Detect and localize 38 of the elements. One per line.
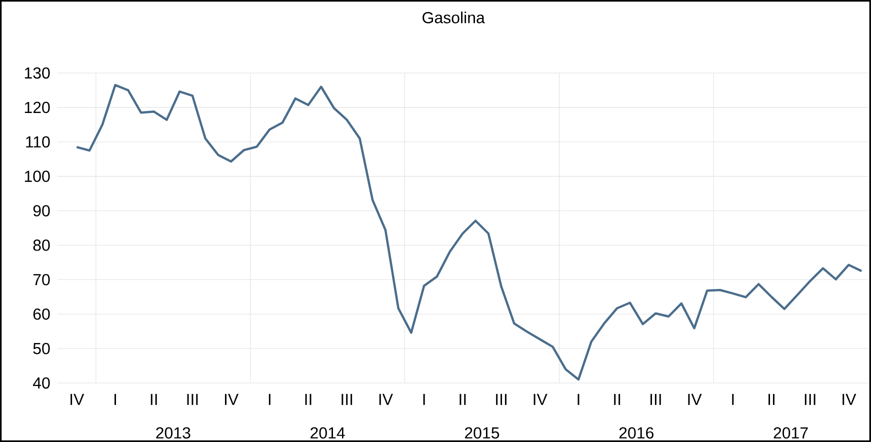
y-tick-label: 90	[33, 205, 50, 216]
x-tick-label: IV	[379, 394, 393, 405]
y-tick-label: 130	[24, 67, 50, 79]
x-tick-label: I	[423, 394, 425, 405]
y-tick-label: 80	[33, 240, 50, 251]
x-tick-label: II	[614, 394, 620, 405]
x-tick-label: II	[460, 394, 466, 405]
x-tick-label: I	[732, 394, 734, 405]
x-tick-label: II	[150, 394, 157, 405]
x-tick-label: III	[804, 394, 816, 405]
line-series	[76, 84, 863, 381]
x-tick-label: III	[496, 394, 506, 405]
text: 2013	[156, 427, 190, 439]
y-tick-label: 110	[26, 136, 50, 148]
y-tick-label: 60	[33, 308, 50, 320]
x-tick-label: IV	[842, 394, 856, 405]
x-tick-label: I	[114, 394, 116, 405]
y-tick-label: 40	[32, 377, 50, 389]
x-tick-label: III	[187, 394, 198, 405]
y-tick-label: 100	[24, 170, 50, 182]
chart-title: Gasolina	[422, 12, 485, 24]
text: 2014	[310, 427, 345, 439]
x-tick-label: IV	[534, 394, 548, 405]
text: 2017	[774, 427, 808, 439]
x-tick-label: I	[268, 394, 270, 405]
y-tick-label: 70	[33, 274, 50, 286]
y-tick-label: 50	[33, 342, 50, 354]
x-tick-label: I	[578, 394, 580, 405]
x-tick-label: IV	[224, 394, 239, 405]
text: 2016	[619, 427, 654, 439]
x-tick-label: IV	[70, 394, 84, 405]
x-tick-label: III	[342, 394, 352, 405]
text: 2015	[464, 427, 500, 439]
x-tick-label: IV	[688, 394, 702, 405]
x-tick-label: II	[305, 394, 312, 405]
y-tick-label: 120	[24, 102, 50, 114]
x-tick-label: III	[650, 394, 661, 405]
x-tick-label: II	[768, 394, 774, 405]
